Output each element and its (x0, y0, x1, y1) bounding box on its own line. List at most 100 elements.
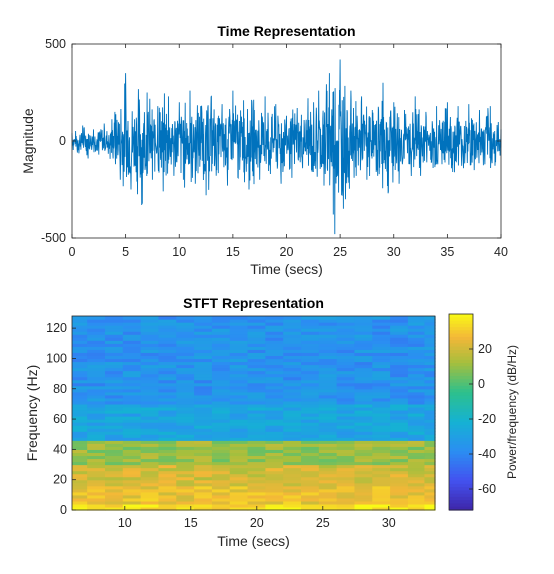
stft-cell (211, 473, 231, 478)
stft-cell (372, 382, 391, 387)
stft-cell (105, 352, 124, 357)
stft-cell (318, 373, 338, 378)
stft-cell (140, 482, 160, 487)
stft-cell (229, 364, 249, 369)
time-xtick-label: 5 (122, 245, 129, 259)
stft-cell (105, 452, 124, 457)
stft-cell (140, 361, 160, 366)
stft-cell (424, 379, 436, 384)
stft-cell (318, 406, 338, 411)
stft-cell (176, 382, 195, 387)
stft-cell (72, 403, 88, 408)
stft-cell (247, 452, 266, 457)
stft-cell (211, 449, 231, 454)
stft-cell (122, 437, 142, 441)
stft-cell (105, 506, 124, 511)
stft-cell (336, 406, 356, 411)
stft-cell (211, 422, 231, 426)
stft-cell (372, 325, 391, 329)
stft-cell (407, 322, 426, 326)
stft-cell (301, 388, 320, 393)
stft-cell (247, 440, 266, 444)
stft-cell (336, 452, 356, 457)
stft-cell (354, 473, 373, 478)
stft-cell (283, 431, 302, 435)
stft-cell (87, 425, 106, 429)
stft-ytick-label: 80 (53, 382, 67, 396)
stft-cell (354, 482, 373, 487)
stft-cell (87, 373, 106, 378)
colorbar-tick-label: -60 (478, 482, 496, 496)
stft-cell (194, 379, 213, 384)
stft-cell (122, 361, 142, 366)
stft-cell (301, 316, 320, 320)
stft-cell (390, 440, 409, 444)
stft-cell (211, 373, 231, 378)
stft-cell (407, 476, 426, 481)
stft-cell (318, 328, 338, 332)
colorbar-segment (449, 366, 473, 371)
stft-cell (140, 334, 160, 338)
stft-cell (424, 449, 436, 454)
stft-cell (140, 352, 160, 357)
stft-cell (318, 376, 338, 381)
stft-cell (87, 376, 106, 381)
stft-cell (122, 319, 142, 323)
stft-cell (390, 488, 409, 493)
stft-cell (72, 494, 88, 499)
stft-cell (140, 455, 160, 460)
stft-cell (122, 473, 142, 478)
stft-cell (407, 352, 426, 357)
stft-cell (265, 328, 284, 332)
stft-cell (72, 376, 88, 381)
stft-cell (211, 467, 231, 472)
stft-cell (301, 494, 320, 499)
stft-cell (140, 325, 160, 329)
stft-cell (105, 443, 124, 447)
stft-cell (424, 403, 436, 408)
stft-cell (211, 455, 231, 460)
stft-cell (229, 355, 249, 360)
stft-cell (372, 494, 391, 499)
stft-cell (194, 376, 213, 381)
stft-cell (424, 503, 436, 508)
stft-cell (318, 322, 338, 326)
stft-cell (229, 409, 249, 414)
stft-cell (265, 422, 284, 426)
stft-cell (301, 337, 320, 341)
stft-cell (247, 500, 266, 505)
stft-cell (229, 325, 249, 329)
stft-cell (318, 367, 338, 372)
stft-cell (265, 322, 284, 326)
stft-cell (336, 476, 356, 481)
stft-cell (158, 476, 177, 481)
stft-cell (336, 416, 356, 420)
stft-cell (229, 467, 249, 472)
stft-cell (424, 494, 436, 499)
stft-cell (265, 491, 284, 496)
stft-cell (229, 443, 249, 447)
stft-cell (229, 464, 249, 469)
stft-cell (140, 473, 160, 478)
stft-cell (176, 500, 195, 505)
stft-cell (176, 358, 195, 363)
colorbar-segment (449, 447, 473, 452)
stft-cell (158, 413, 177, 417)
stft-cell (424, 385, 436, 390)
stft-cell (194, 488, 213, 493)
stft-cell (265, 437, 284, 441)
stft-cell (211, 331, 231, 335)
stft-cell (424, 346, 436, 350)
colorbar-segment (449, 470, 473, 475)
stft-cell (140, 422, 160, 426)
stft-cell (301, 488, 320, 493)
stft-cell (122, 376, 142, 381)
stft-cell (372, 364, 391, 369)
stft-cell (265, 434, 284, 438)
colorbar-segment (449, 340, 473, 344)
stft-ytick-label: 100 (46, 351, 67, 365)
stft-cell (122, 322, 142, 326)
stft-cell (318, 334, 338, 338)
stft-cell (301, 431, 320, 435)
stft-cell (105, 370, 124, 375)
